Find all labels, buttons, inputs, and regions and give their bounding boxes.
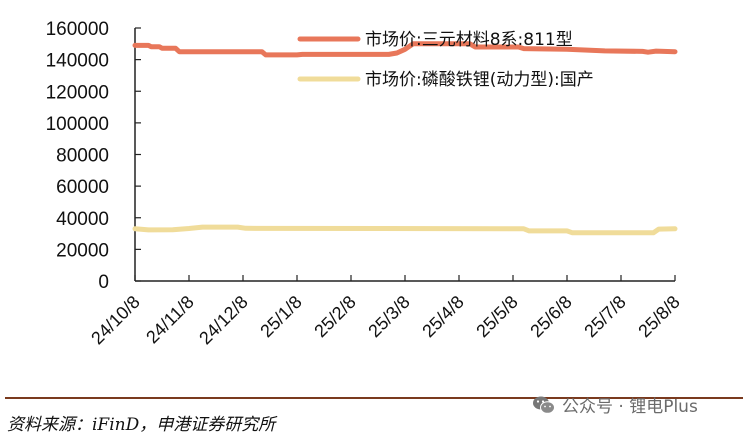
x-tick-label: 25/1/8 bbox=[256, 292, 306, 342]
x-tick-label: 24/12/8 bbox=[195, 292, 252, 349]
y-tick-label: 0 bbox=[98, 272, 109, 293]
ncm811-price-line bbox=[132, 41, 678, 58]
y-tick-label: 40000 bbox=[56, 209, 109, 230]
x-tick-label: 25/8/8 bbox=[634, 292, 684, 342]
x-tick-label: 25/7/8 bbox=[580, 292, 630, 342]
legend-label: 市场价:磷酸铁锂(动力型):国产 bbox=[365, 70, 594, 90]
wechat-icon bbox=[533, 396, 555, 414]
x-tick-label: 25/2/8 bbox=[310, 292, 360, 342]
legend-label: 市场价:三元材料8系:811型 bbox=[365, 30, 573, 50]
y-tick-label: 140000 bbox=[46, 51, 109, 72]
y-tick-label: 160000 bbox=[46, 19, 109, 40]
x-tick-label: 24/11/8 bbox=[142, 292, 198, 348]
watermark-text: 公众号 · 锂电Plus bbox=[562, 397, 698, 417]
y-tick-label: 20000 bbox=[56, 240, 109, 261]
x-axis: 24/10/824/11/824/12/8 25/1/8 25/2/8 25/3/8 2… bbox=[87, 275, 684, 348]
watermark: 公众号 · 锂电Plus bbox=[532, 392, 698, 417]
x-tick-label: 25/5/8 bbox=[472, 292, 522, 342]
y-tick-label: 100000 bbox=[46, 114, 109, 135]
y-tick-label: 60000 bbox=[56, 177, 109, 198]
footer-divider bbox=[5, 397, 743, 399]
x-tick-label: 25/4/8 bbox=[418, 292, 468, 342]
x-tick-label: 24/10/8 bbox=[87, 292, 144, 349]
source-note: 资料来源：iFinD，申港证券研究所 bbox=[7, 415, 276, 435]
lfp-price-line bbox=[132, 224, 678, 236]
y-tick-label: 80000 bbox=[56, 146, 109, 167]
y-tick-label: 120000 bbox=[46, 82, 109, 103]
line-chart: 0 20000 40000 60000 80000 100000 120000 140000 1… bbox=[46, 19, 684, 348]
y-axis: 0 20000 40000 60000 80000 100000 120000 140000 1… bbox=[46, 19, 141, 293]
series-lines bbox=[132, 41, 678, 236]
x-tick-label: 25/3/8 bbox=[364, 292, 414, 342]
x-tick-label: 25/6/8 bbox=[526, 292, 576, 342]
